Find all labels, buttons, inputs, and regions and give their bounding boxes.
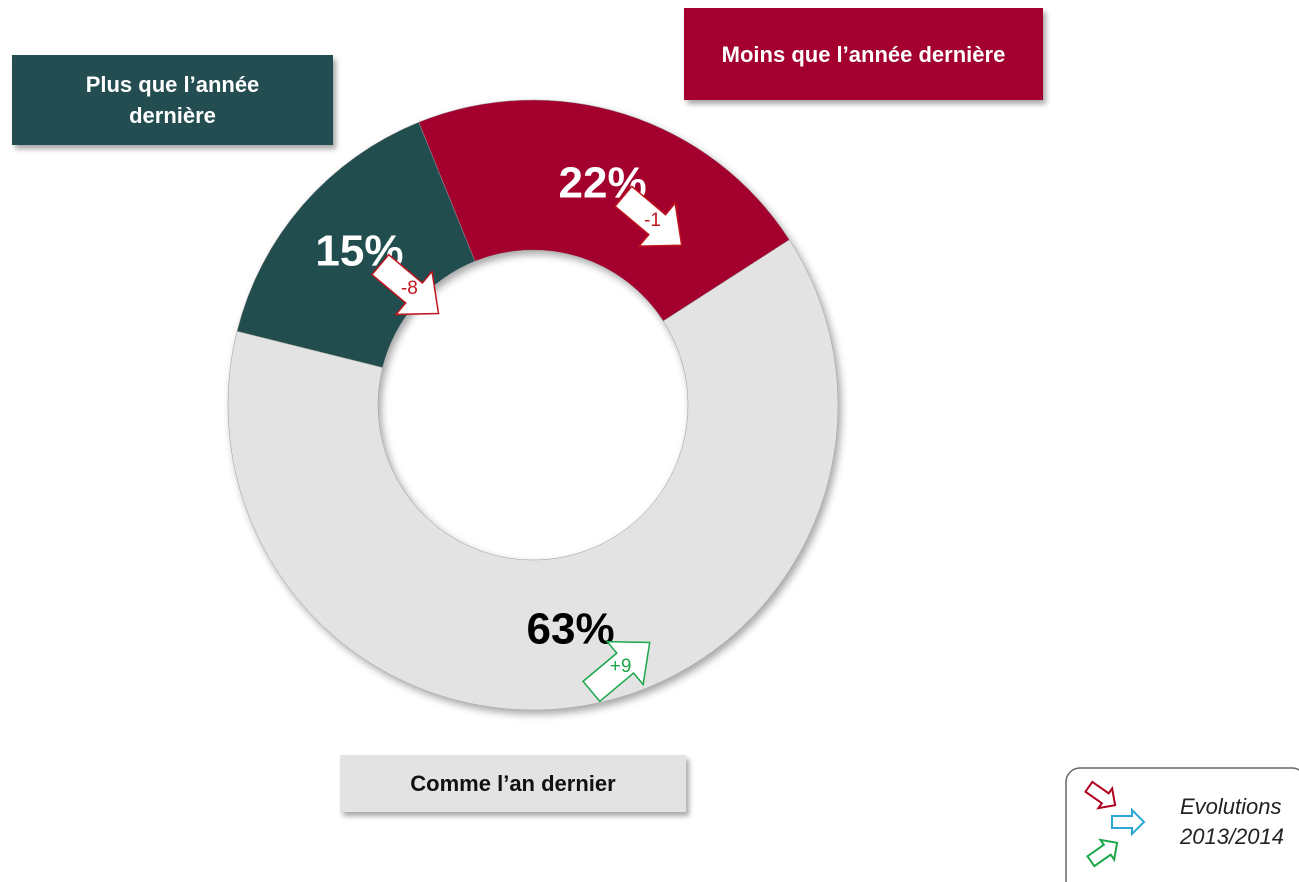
- legend-arrow-up: [1086, 838, 1119, 868]
- category-box: Comme l’an dernier: [340, 755, 686, 812]
- slice: [236, 121, 476, 368]
- category-box: Plus que l’année dernière: [12, 55, 333, 145]
- legend-note-line: 2013/2014: [1180, 824, 1284, 849]
- legend-key: [1065, 767, 1299, 882]
- slice: [227, 239, 839, 711]
- legend-note: Evolutions 2013/2014: [1180, 792, 1284, 852]
- donut: [227, 99, 839, 711]
- change-arrow: [582, 640, 651, 703]
- legend-arrow-flat: [1111, 807, 1146, 837]
- labels: 22%-163%+915%-8: [315, 158, 683, 703]
- legend-note-line: Evolutions: [1180, 794, 1282, 819]
- change-label: -8: [401, 278, 418, 299]
- category-box: Moins que l’année dernière: [684, 8, 1043, 100]
- value-label: 63%: [527, 605, 615, 654]
- change-arrow: [370, 253, 440, 316]
- change-arrow: [614, 185, 683, 247]
- legend-frame: [1065, 767, 1299, 882]
- slice: [418, 99, 790, 322]
- change-label: +9: [610, 656, 632, 677]
- change-label: -1: [644, 210, 661, 231]
- legend-arrow-down: [1084, 780, 1117, 810]
